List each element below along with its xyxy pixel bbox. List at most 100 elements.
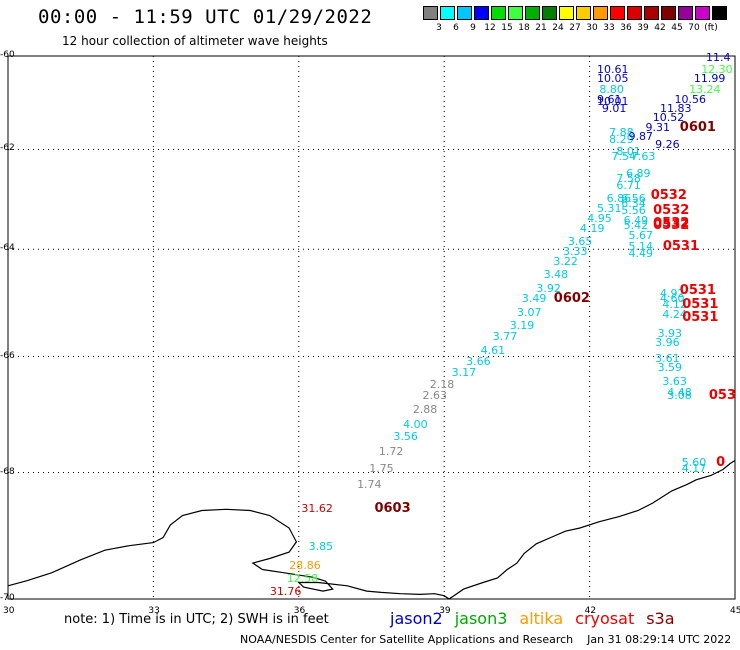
wave-height-value: 1.75 (369, 462, 394, 476)
credit-line: NOAA/NESDIS Center for Satellite Applica… (240, 633, 731, 646)
wave-height-value: 12.58 (286, 572, 319, 586)
pass-time-label: 0602 (553, 291, 590, 307)
satellite-legend-item: cryosat (575, 609, 635, 628)
wave-height-value: 7.88 (609, 125, 634, 139)
legend-swatch (627, 6, 642, 20)
legend-label: 30 (586, 23, 598, 33)
wave-height-value: 3.93 (657, 327, 683, 341)
legend-label: 9 (470, 23, 476, 33)
legend-label: 27 (569, 23, 581, 33)
wave-height-value: 10.56 (674, 92, 707, 106)
legend-swatch (661, 6, 676, 20)
legend-label: 15 (501, 23, 513, 33)
wave-height-value: 28.86 (289, 559, 321, 573)
wave-height-value: 6.34 (621, 196, 646, 210)
legend-label: 45 (671, 23, 683, 33)
latitude-label: -62 (0, 143, 15, 154)
wave-height-value: 2.63 (422, 389, 448, 403)
pass-time-label: 0531 (682, 296, 719, 312)
wave-height-value: 6.86 (606, 191, 632, 205)
timestamp-text: Jan 31 08:29:14 UTC 2022 (587, 633, 732, 646)
wave-height-value: 10.01 (596, 94, 629, 108)
pass-time-label: 0532 (653, 215, 690, 231)
chart-title: 00:00 - 11:59 UTC 01/29/2022 (38, 6, 373, 28)
pass-time-label: 053 (708, 388, 737, 404)
wave-height-value: 9.26 (655, 137, 680, 151)
legend-label: 33 (603, 23, 615, 33)
wave-height-value: 10.05 (596, 71, 629, 85)
legend-swatch (559, 6, 574, 20)
legend-swatch (610, 6, 625, 20)
pass-time-label: 0531 (679, 283, 716, 299)
legend-label: 36 (620, 23, 632, 33)
wave-height-value: 13.24 (689, 83, 721, 97)
wave-height-value: 4.00 (403, 417, 428, 431)
wave-height-value: 4.48 (667, 386, 692, 400)
wave-height-value: 12.30 (701, 62, 733, 76)
pass-time-label: 0 (716, 455, 726, 471)
wave-height-value: 8.80 (599, 83, 624, 97)
wave-height-value: 4.49 (628, 247, 653, 261)
longitude-label: 36 (293, 606, 306, 616)
legend-label: 24 (552, 23, 564, 33)
legend-swatch (695, 6, 710, 20)
legend-label: 42 (654, 23, 666, 33)
wave-height-value: 6.71 (616, 179, 641, 193)
latitude-label: -66 (0, 350, 15, 361)
wave-height-value: 1.74 (357, 477, 382, 491)
longitude-label: 45 (730, 606, 740, 616)
legend-label: 70 (688, 23, 700, 33)
wave-height-value: 3.19 (509, 319, 535, 333)
wave-height-value: 2.18 (429, 377, 455, 391)
legend-label: 18 (518, 23, 530, 33)
satellite-legend-item: s3a (646, 609, 675, 628)
wave-height-value: 3.85 (308, 540, 334, 553)
wave-height-value: 4.12 (662, 297, 687, 311)
graticule (8, 56, 735, 599)
wave-height-value: 31.62 (301, 502, 333, 516)
wave-height-value: 8.01 (616, 144, 641, 158)
wave-height-value: 4.60 (659, 292, 685, 306)
wave-height-value: 3.48 (543, 268, 569, 282)
wave-height-value: 5.31 (596, 201, 622, 215)
wave-height-value: 3.59 (657, 360, 683, 374)
latitude-label: -60 (0, 50, 15, 60)
wave-height-value: 3.33 (563, 244, 588, 258)
longitude-label: 30 (3, 606, 15, 616)
legend-label: 21 (535, 23, 547, 33)
pass-time-label: 0531 (662, 238, 700, 254)
wave-height-value: 5.60 (681, 456, 707, 470)
wave-height-value: 3.61 (655, 352, 680, 366)
legend-swatch (712, 6, 727, 20)
pass-time-label: 0532 (653, 218, 690, 234)
wave-height-value: 5.14 (628, 239, 653, 253)
latitude-label: -64 (0, 243, 15, 254)
wave-height-value: 3.77 (492, 330, 518, 344)
wave-height-value: 3.49 (521, 292, 547, 306)
legend-label: (ft) (704, 23, 718, 33)
coastline (7, 459, 736, 600)
wave-height-value: 4.24 (662, 308, 687, 322)
legend-swatch (542, 6, 557, 20)
satellite-legend-item: jason2 (390, 609, 443, 628)
legend-swatch (644, 6, 659, 20)
legend-swatch (457, 6, 472, 20)
legend-swatch (576, 6, 591, 20)
satellite-legend: jason2 jason3 altika cryosat s3a (390, 609, 687, 628)
legend-swatch (423, 6, 438, 20)
legend-swatch (593, 6, 608, 20)
longitude-label: 39 (439, 606, 451, 616)
pass-time-label: 0532 (653, 203, 690, 219)
satellite-legend-item: altika (519, 609, 564, 628)
wave-height-value: 3.92 (536, 281, 561, 295)
pass-time-label: 0603 (374, 501, 411, 517)
wave-height-value: 2.88 (412, 403, 438, 417)
wave-height-value: 10.52 (652, 111, 685, 125)
wave-height-value: 5.56 (621, 204, 646, 218)
wave-height-value: 7.63 (630, 149, 656, 163)
wave-height-value: 11.83 (659, 102, 692, 116)
chart-subtitle: 12 hour collection of altimeter wave hei… (62, 34, 328, 48)
legend-swatch (474, 6, 489, 20)
wave-height-value: 3.96 (655, 335, 680, 349)
